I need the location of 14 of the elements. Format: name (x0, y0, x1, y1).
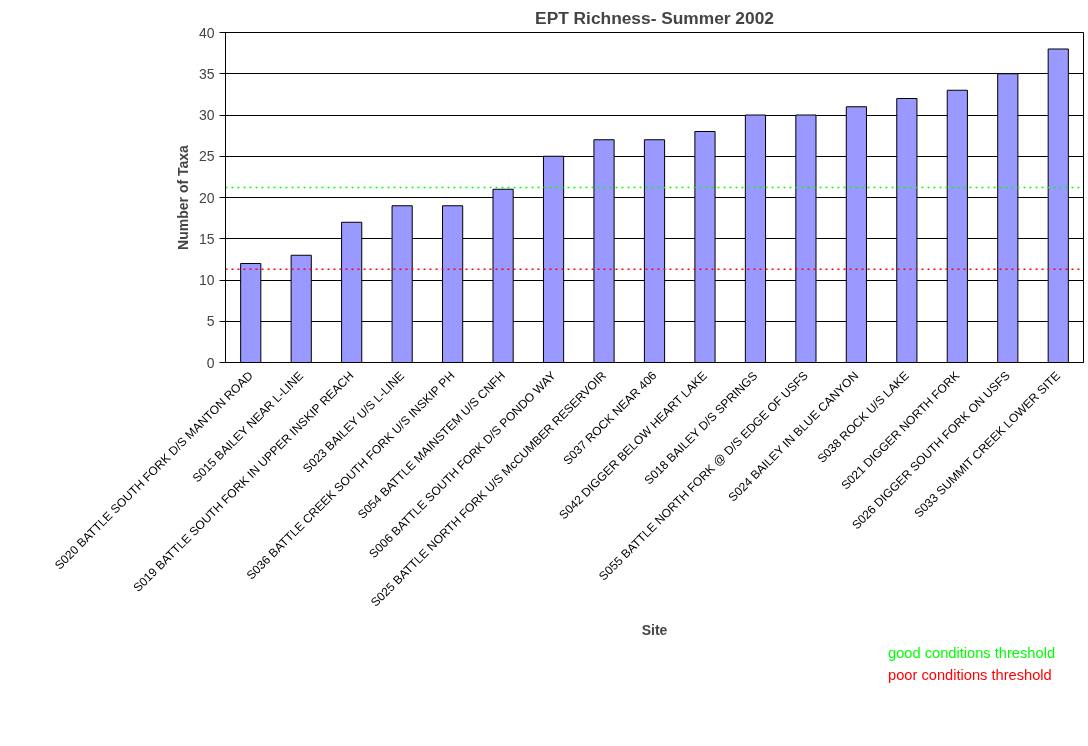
y-tick-label: 35 (198, 65, 215, 82)
y-tick-label: 15 (198, 230, 215, 247)
y-tick-label: 40 (198, 24, 215, 41)
y-tick-label: 5 (206, 313, 215, 330)
ref-line-label: poor conditions threshold (888, 667, 1052, 683)
chart-title: EPT Richness- Summer 2002 (535, 7, 774, 28)
y-tick-label: 10 (198, 272, 215, 288)
y-tick-label: 25 (198, 148, 215, 165)
ref-line-label: good conditions threshold (888, 645, 1056, 661)
y-tick-label: 30 (198, 107, 215, 123)
y-tick-label: 20 (198, 189, 215, 206)
x-axis-title: Site (641, 622, 668, 639)
y-tick-label: 0 (206, 354, 215, 371)
y-axis-title: Number of Taxa (174, 144, 191, 250)
